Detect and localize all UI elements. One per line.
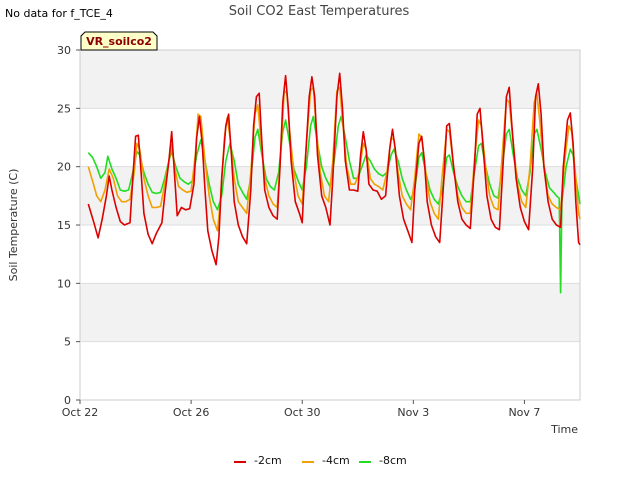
y-tick-label: 0	[64, 394, 71, 407]
badge-label: VR_soilco2	[86, 35, 152, 48]
y-tick-label: 15	[57, 219, 71, 232]
legend-label: -4cm	[322, 454, 350, 467]
x-tick-label: Oct 30	[284, 406, 321, 419]
plot-band	[80, 108, 580, 167]
badge-shape	[80, 31, 158, 51]
series-line-2cm	[87, 72, 581, 266]
x-tick-label: Oct 26	[173, 406, 210, 419]
plot-band	[80, 50, 580, 109]
y-axis-ticks: 0 5 10 15 20 25 30	[57, 44, 80, 407]
site-badge: VR_soilco2	[80, 31, 158, 51]
y-axis-label: Soil Temperature (C)	[7, 169, 20, 282]
legend-label: -8cm	[379, 454, 407, 467]
y-tick-label: 10	[57, 277, 71, 290]
no-data-note: No data for f_TCE_4	[5, 7, 113, 20]
x-tick-label: Nov 3	[397, 406, 429, 419]
plot-band	[80, 341, 580, 400]
x-tick-label: Nov 7	[508, 406, 540, 419]
plot-band	[80, 283, 580, 342]
y-tick-label: 25	[57, 102, 71, 115]
legend: -2cm -4cm -8cm	[234, 454, 407, 467]
legend-label: -2cm	[254, 454, 282, 467]
series-line-8cm	[87, 115, 581, 294]
chart-title: Soil CO2 East Temperatures	[229, 4, 410, 19]
y-tick-label: 30	[57, 44, 71, 57]
y-tick-label: 20	[57, 161, 71, 174]
series-lines	[87, 72, 581, 294]
plot-band	[80, 225, 580, 284]
x-axis-label: Time	[550, 423, 578, 436]
y-tick-label: 5	[64, 336, 71, 349]
x-tick-label: Oct 22	[62, 406, 99, 419]
x-axis-ticks: Oct 22 Oct 26 Oct 30 Nov 3 Nov 7	[62, 400, 540, 419]
